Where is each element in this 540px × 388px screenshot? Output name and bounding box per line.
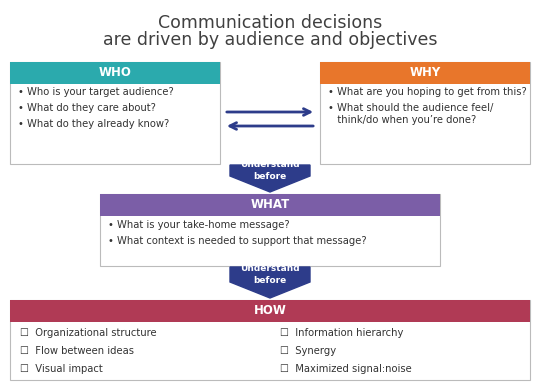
Text: Understand
before: Understand before	[240, 161, 300, 180]
Bar	[100, 194, 440, 266]
Text: Understand
before: Understand before	[240, 265, 300, 284]
Text: • What do they care about?: • What do they care about?	[18, 103, 156, 113]
Bar	[10, 62, 220, 164]
Text: WHAT: WHAT	[251, 199, 289, 211]
Text: • What is your take-home message?: • What is your take-home message?	[108, 220, 289, 230]
Text: HOW: HOW	[254, 305, 286, 317]
Text: ☐  Synergy: ☐ Synergy	[280, 346, 336, 356]
Text: • What should the audience feel/: • What should the audience feel/	[328, 103, 494, 113]
Bar	[320, 62, 530, 164]
Polygon shape	[230, 165, 310, 192]
Text: ☐  Visual impact: ☐ Visual impact	[20, 364, 103, 374]
Text: ☐  Maximized signal:noise: ☐ Maximized signal:noise	[280, 364, 412, 374]
Text: ☐  Organizational structure: ☐ Organizational structure	[20, 328, 157, 338]
Bar	[100, 194, 440, 216]
Text: ☐  Flow between ideas: ☐ Flow between ideas	[20, 346, 134, 356]
Text: • What context is needed to support that message?: • What context is needed to support that…	[108, 236, 367, 246]
Text: • Who is your target audience?: • Who is your target audience?	[18, 87, 174, 97]
Text: think/do when you’re done?: think/do when you’re done?	[328, 115, 476, 125]
Text: Communication decisions: Communication decisions	[158, 14, 382, 32]
Bar	[10, 300, 530, 380]
Bar	[10, 62, 220, 84]
Text: are driven by audience and objectives: are driven by audience and objectives	[103, 31, 437, 49]
Polygon shape	[230, 267, 310, 298]
Text: ☐  Information hierarchy: ☐ Information hierarchy	[280, 328, 403, 338]
Bar	[10, 300, 530, 322]
Text: • What do they already know?: • What do they already know?	[18, 119, 169, 129]
Text: WHY: WHY	[409, 66, 441, 80]
Text: • What are you hoping to get from this?: • What are you hoping to get from this?	[328, 87, 526, 97]
Bar	[320, 62, 530, 84]
Text: WHO: WHO	[99, 66, 131, 80]
